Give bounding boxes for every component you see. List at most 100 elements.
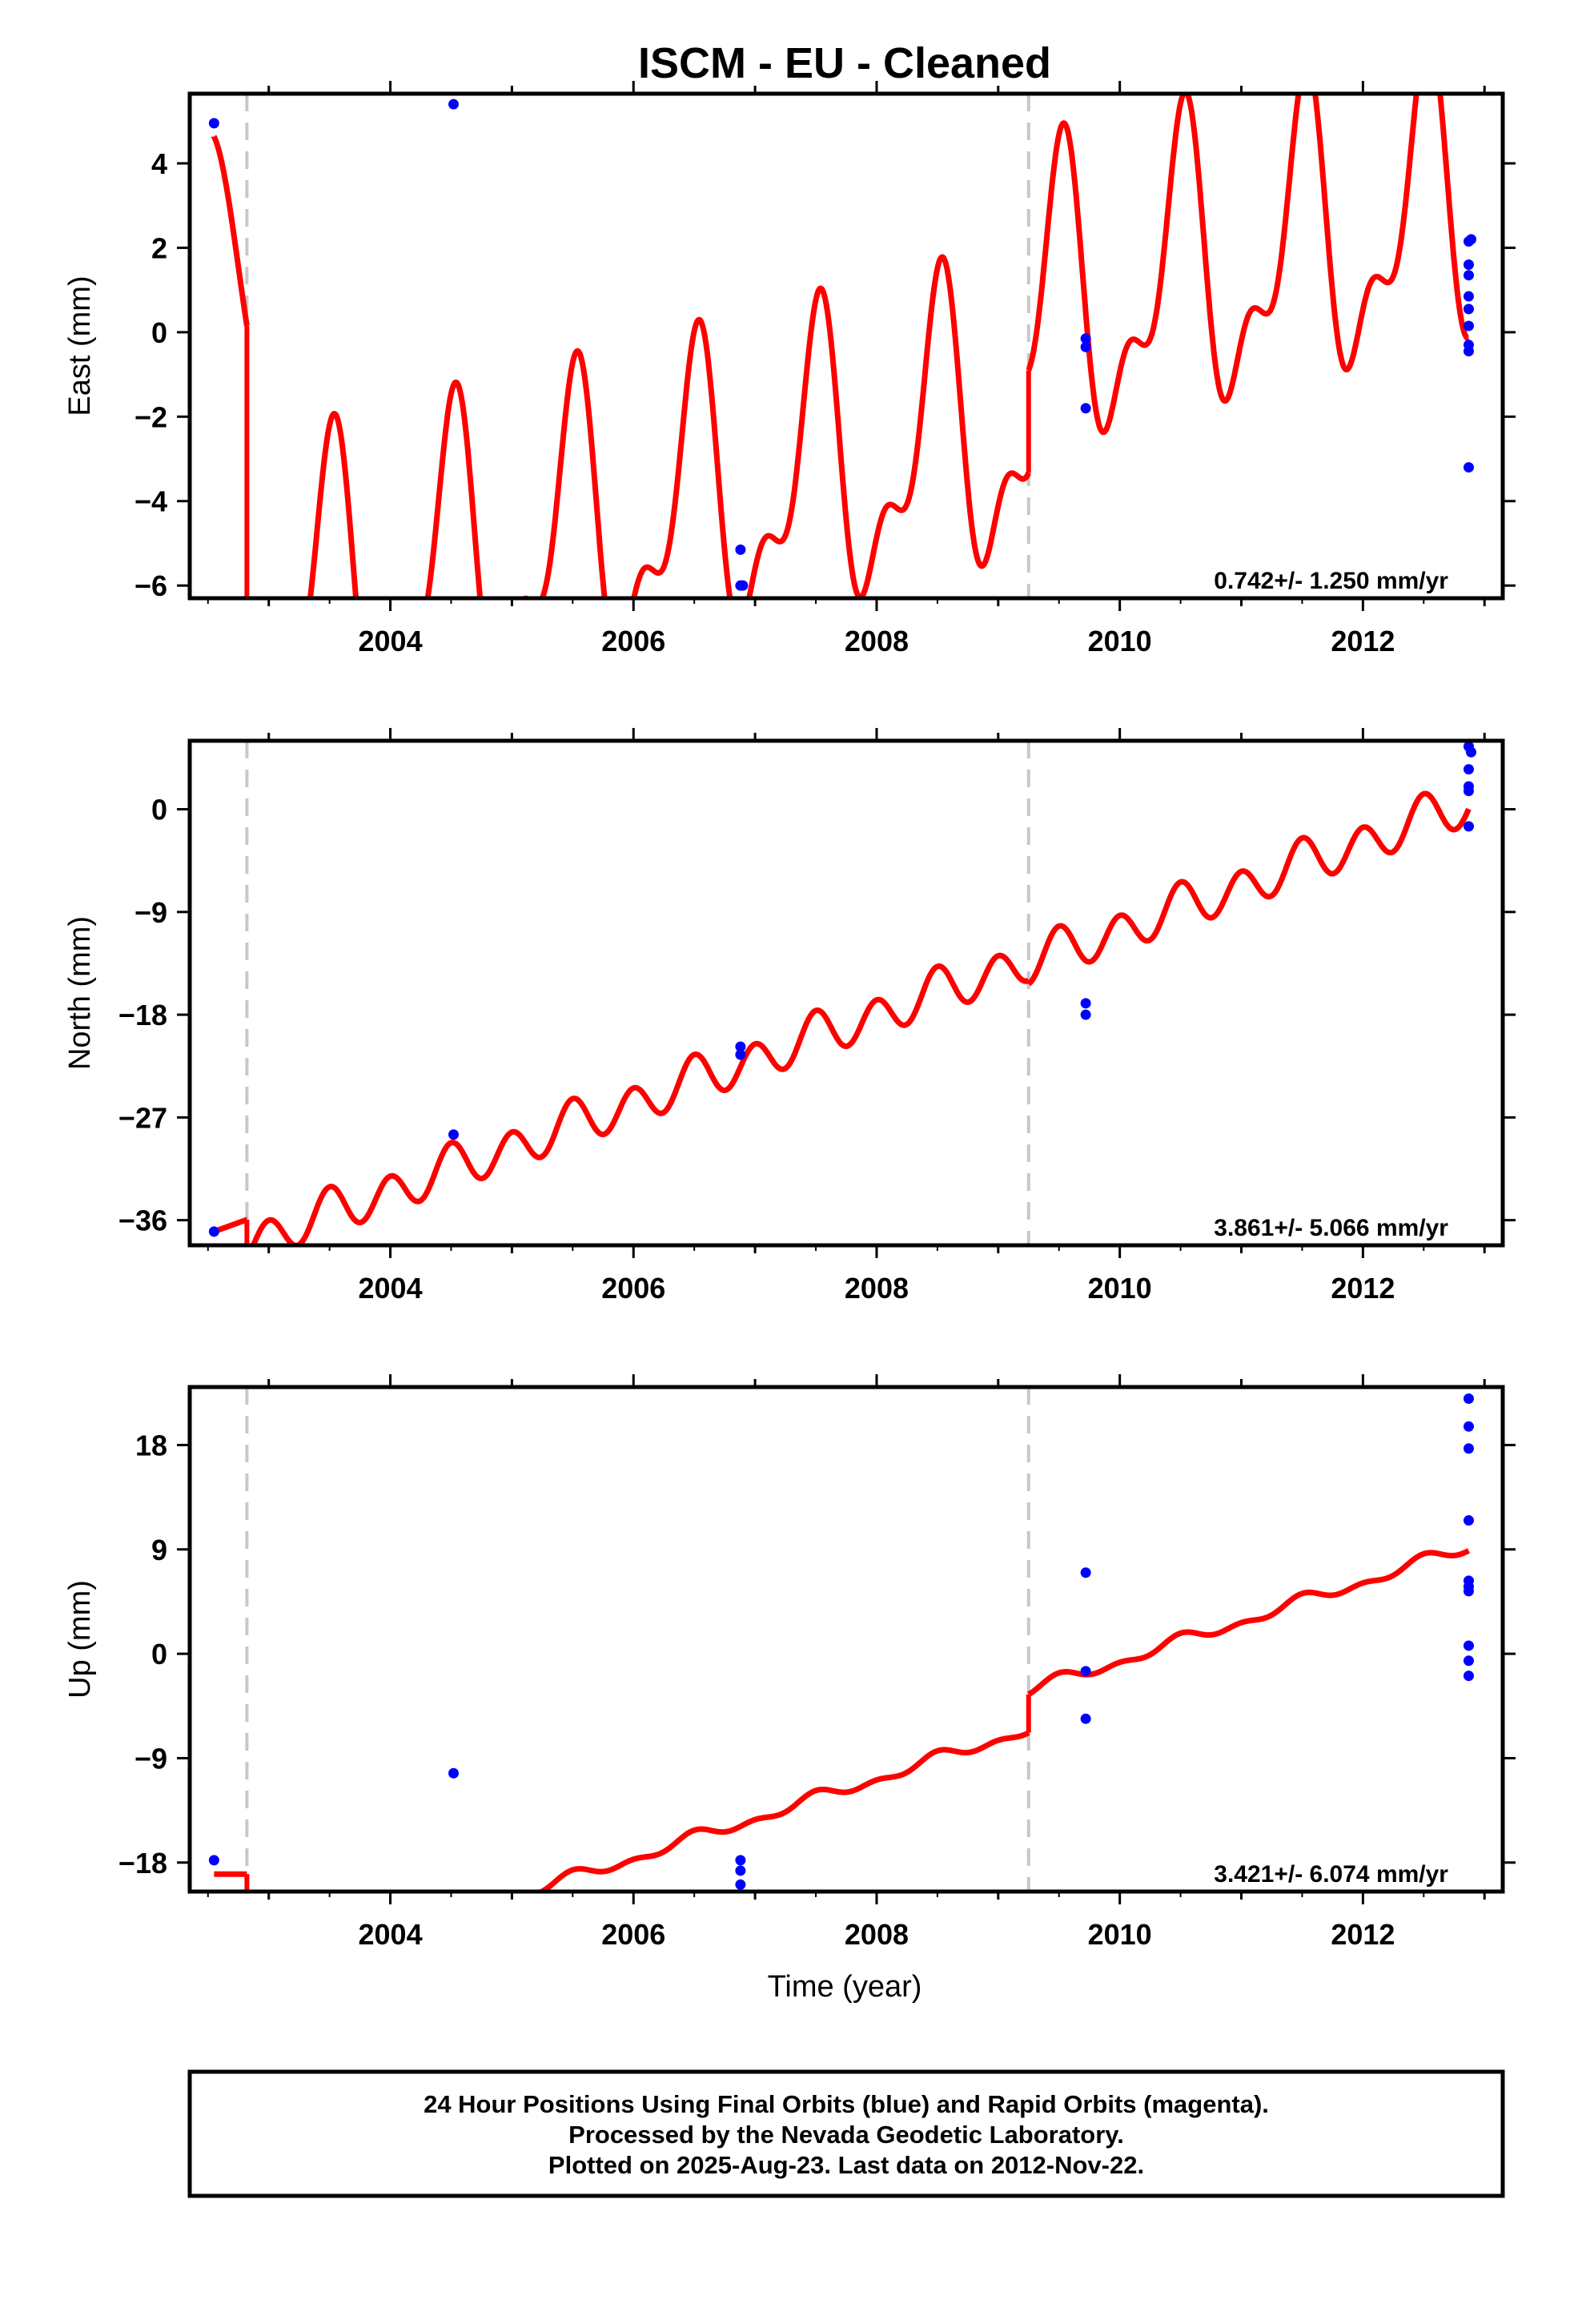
final-orbit-point	[1463, 1515, 1474, 1526]
final-orbit-point	[1463, 462, 1474, 473]
final-orbit-point	[737, 580, 749, 591]
model-curve-segment	[307, 254, 1031, 598]
final-orbit-point	[1463, 1655, 1474, 1667]
plot-frame	[187, 1385, 1505, 1894]
y-axis-label: East (mm)	[63, 275, 97, 416]
x-tick-label: 2006	[601, 1272, 665, 1305]
model-curve-segment	[1026, 790, 1472, 987]
footer-line-2: Processed by the Nevada Geodetic Laborat…	[568, 2121, 1124, 2149]
y-tick-label: 0	[151, 1638, 167, 1671]
model-curve-segment	[1026, 1548, 1472, 1697]
final-orbit-point	[448, 99, 460, 110]
final-orbit-point	[735, 1855, 746, 1866]
up-panel: 2004 2006 2008 2010 2012 18 9 0 −9 −18 Up (mm) 3.42…	[63, 1374, 1516, 1951]
y-tick-label: −6	[135, 569, 167, 602]
x-axis-label: Time (year)	[768, 1970, 922, 2004]
x-tick-label: 2012	[1331, 625, 1395, 657]
final-orbit-point	[1463, 304, 1474, 315]
final-orbit-point	[1466, 234, 1477, 245]
final-orbit-point	[1463, 259, 1474, 271]
x-tick-label: 2004	[359, 1918, 423, 1951]
velocity-rate-label: 3.861+/- 5.066 mm/yr	[1214, 1215, 1448, 1241]
final-orbit-point	[448, 1129, 460, 1140]
y-axis-label: Up (mm)	[63, 1580, 97, 1699]
y-tick-label: −36	[118, 1204, 167, 1237]
plot-frame	[187, 91, 1505, 601]
x-tick-label: 2010	[1088, 625, 1152, 657]
final-orbit-point	[1080, 1009, 1091, 1020]
final-orbit-point	[1080, 333, 1091, 344]
x-tick-label: 2006	[601, 625, 665, 657]
final-orbit-point	[208, 1855, 219, 1866]
x-tick-label: 2004	[359, 1272, 423, 1305]
final-orbit-point	[1463, 270, 1474, 281]
final-orbit-point	[1463, 821, 1474, 832]
footer-box: 24 Hour Positions Using Final Orbits (bl…	[187, 2069, 1505, 2198]
x-tick-label: 2008	[845, 1272, 909, 1305]
y-tick-label: −9	[135, 1742, 167, 1775]
final-orbit-point	[1463, 291, 1474, 302]
final-orbit-point	[735, 1041, 746, 1052]
y-tick-label: 0	[151, 794, 167, 826]
y-tick-label: 4	[151, 147, 167, 180]
y-tick-label: 0	[151, 316, 167, 349]
final-orbit-point	[1463, 1443, 1474, 1454]
y-tick-label: −18	[118, 1847, 167, 1880]
east-panel: 2004 2006 2008 2010 2012 4 2 0 −2 −4 −6 East (mm) 0.…	[63, 81, 1516, 657]
x-tick-label: 2010	[1088, 1918, 1152, 1951]
footer-frame	[187, 2069, 1505, 2198]
final-orbit-point	[1463, 1586, 1474, 1597]
model-curve-segment	[211, 1216, 250, 1235]
final-orbit-point	[208, 1226, 219, 1237]
model-curve-segment	[1026, 94, 1472, 436]
final-orbit-point	[1080, 403, 1091, 414]
chart-title: ISCM - EU - Cleaned	[638, 39, 1051, 87]
x-tick-label: 2008	[845, 625, 909, 657]
footer-line-1: 24 Hour Positions Using Final Orbits (bl…	[424, 2090, 1269, 2118]
final-orbit-point	[1080, 1567, 1091, 1578]
final-orbit-point	[448, 1767, 460, 1779]
final-orbit-point	[1463, 1640, 1474, 1651]
final-orbit-point	[735, 1049, 746, 1060]
model-curve-segment	[211, 134, 250, 328]
x-tick-label: 2010	[1088, 1272, 1152, 1305]
y-tick-label: −4	[135, 485, 167, 518]
y-tick-label: −2	[135, 400, 167, 433]
footer-line-3: Plotted on 2025-Aug-23. Last data on 201…	[548, 2151, 1144, 2179]
x-tick-label: 2004	[359, 625, 423, 657]
model-curve-segment	[250, 952, 1030, 1245]
x-tick-label: 2012	[1331, 1272, 1395, 1305]
y-axis-label: North (mm)	[63, 916, 97, 1070]
final-orbit-point	[1466, 746, 1477, 758]
north-panel: 2004 2006 2008 2010 2012 0 −9 −18 −27 −36 North (m…	[63, 728, 1516, 1305]
final-orbit-point	[1463, 346, 1474, 357]
final-orbit-point	[1463, 764, 1474, 775]
y-tick-label: 18	[135, 1429, 167, 1462]
model-curve-segment	[535, 1730, 1030, 1892]
velocity-rate-label: 0.742+/- 1.250 mm/yr	[1214, 568, 1448, 594]
final-orbit-point	[1080, 1713, 1091, 1724]
final-orbit-point	[208, 118, 219, 129]
final-orbit-point	[1463, 1671, 1474, 1682]
y-tick-label: −18	[118, 999, 167, 1031]
plot-frame	[187, 738, 1505, 1248]
y-tick-label: 2	[151, 231, 167, 264]
final-orbit-point	[1080, 1666, 1091, 1677]
final-orbit-point	[1080, 341, 1091, 352]
y-tick-label: 9	[151, 1534, 167, 1566]
final-orbit-point	[1463, 786, 1474, 797]
x-tick-label: 2008	[845, 1918, 909, 1951]
x-tick-label: 2006	[601, 1918, 665, 1951]
y-tick-label: −27	[118, 1101, 167, 1134]
y-tick-label: −9	[135, 896, 167, 929]
velocity-rate-label: 3.421+/- 6.074 mm/yr	[1214, 1861, 1448, 1888]
final-orbit-point	[1080, 998, 1091, 1009]
x-tick-label: 2012	[1331, 1918, 1395, 1951]
final-orbit-point	[1463, 320, 1474, 332]
final-orbit-point	[735, 544, 746, 555]
final-orbit-point	[735, 1879, 746, 1890]
final-orbit-point	[1463, 1393, 1474, 1404]
final-orbit-point	[735, 1865, 746, 1876]
final-orbit-point	[1463, 1421, 1474, 1432]
